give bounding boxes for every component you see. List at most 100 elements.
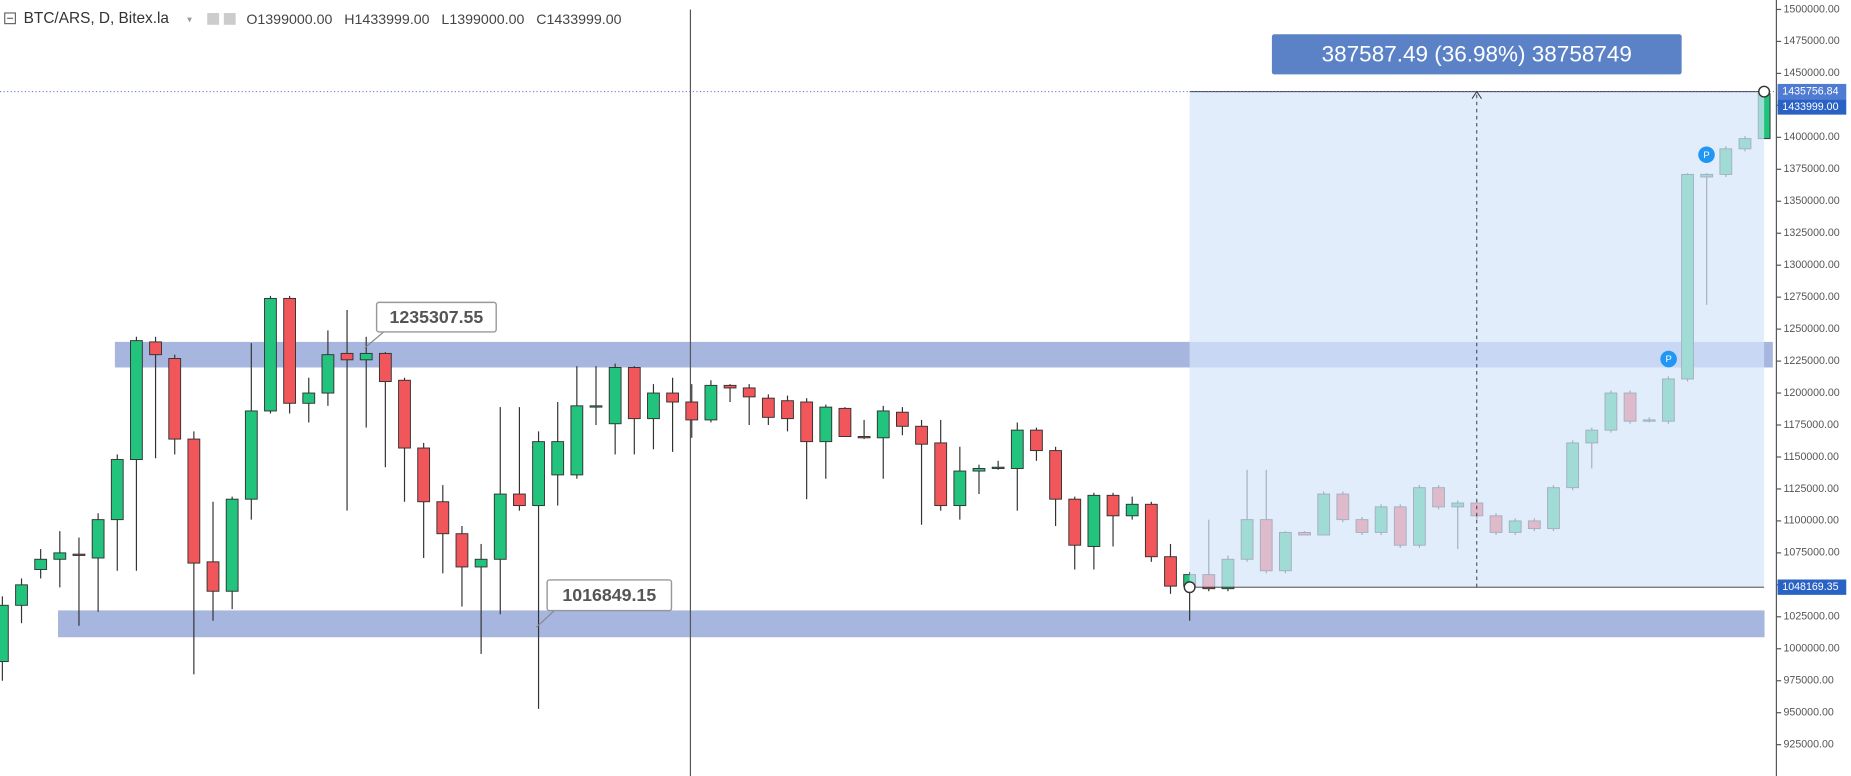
y-tick-label: 1500000.00	[1783, 3, 1839, 15]
candle-body	[723, 384, 737, 389]
y-tick-label: 950000.00	[1783, 707, 1833, 719]
callout-box	[375, 301, 497, 333]
y-tick-label: 1150000.00	[1783, 451, 1839, 463]
candle-body	[130, 340, 143, 461]
candle-body	[283, 297, 297, 404]
candle-body	[91, 519, 105, 559]
candle-body	[1087, 494, 1101, 547]
y-tick-label: 1450000.00	[1783, 67, 1839, 79]
candle-body	[0, 604, 9, 663]
dropdown-icon[interactable]: ▾	[187, 15, 192, 26]
y-tick-label: 1325000.00	[1783, 227, 1839, 239]
candle-body	[168, 358, 182, 440]
candle-body	[1068, 498, 1082, 546]
candle-body	[1010, 429, 1024, 469]
measure-label-box	[1271, 34, 1682, 75]
candle-body	[474, 558, 488, 568]
callout-box	[546, 579, 673, 612]
candle-body	[1164, 556, 1177, 587]
candle-body	[378, 352, 392, 383]
candle-body	[513, 493, 526, 507]
settings-icon[interactable]	[223, 12, 236, 25]
measure-handle	[1758, 85, 1771, 98]
measure-arrow	[1471, 90, 1482, 99]
candle-body	[915, 425, 928, 445]
callout-pointer	[536, 610, 555, 628]
chart-title: BTC/ARS, D, Bitex.la	[24, 10, 170, 27]
candle-body	[206, 561, 220, 592]
y-tick-label: 1275000.00	[1783, 291, 1839, 303]
candle-body	[455, 533, 469, 568]
candle-body	[225, 498, 239, 592]
candle-body	[72, 553, 86, 556]
candle-body	[991, 466, 1005, 469]
price-label-box	[1777, 83, 1847, 100]
candle-body	[685, 401, 699, 421]
y-tick-label: 1350000.00	[1783, 195, 1839, 207]
candle-body	[110, 459, 124, 521]
candle-body	[1030, 429, 1043, 452]
candle-body	[551, 441, 565, 476]
y-tick-label: 1475000.00	[1783, 35, 1839, 47]
y-tick-label: 925000.00	[1783, 738, 1833, 750]
y-tick-label: 1025000.00	[1783, 611, 1839, 623]
candle-body	[398, 379, 411, 449]
candle-body	[1106, 494, 1120, 517]
y-tick-label: 1375000.00	[1783, 163, 1839, 175]
collapse-icon[interactable]	[4, 12, 16, 25]
callout-pointer	[364, 331, 385, 349]
candle-body	[838, 407, 852, 437]
measure-label: 387587.49 (36.98%) 38758749	[1322, 41, 1632, 66]
candle-body	[34, 558, 48, 570]
candle-body	[340, 352, 354, 361]
candle-body	[589, 405, 603, 408]
marker	[1660, 350, 1677, 368]
y-tick-label: 1100000.00	[1783, 515, 1839, 527]
candle-body	[896, 411, 909, 427]
y-tick-label: 1300000.00	[1783, 259, 1839, 271]
marker	[1698, 146, 1715, 163]
candle-body	[627, 367, 641, 420]
candle-body	[436, 501, 450, 535]
callout-label: 1016849.15	[562, 585, 656, 605]
candle-body	[417, 447, 431, 503]
candle-body	[264, 297, 277, 412]
y-tick-label: 1000000.00	[1783, 643, 1839, 655]
candle-body	[742, 387, 756, 398]
y-tick-label: 1200000.00	[1783, 387, 1839, 399]
candle-body	[493, 493, 507, 560]
price-label-box	[1777, 579, 1847, 595]
y-tick-label: 1250000.00	[1783, 323, 1839, 335]
candle-body	[934, 442, 948, 507]
candle-body	[876, 410, 890, 439]
price-label: 1433999.00	[1782, 101, 1838, 113]
marker-label: P	[1703, 150, 1709, 161]
candle-body	[321, 354, 335, 394]
zone	[58, 610, 1765, 638]
candle-body	[244, 410, 258, 500]
candle-body	[857, 436, 871, 439]
candle-body	[819, 406, 833, 443]
candle-body	[972, 468, 986, 472]
ohlc-value: C1433999.00	[536, 12, 621, 28]
candle-body	[800, 401, 814, 443]
candle-body	[149, 341, 162, 356]
candle-body	[187, 438, 201, 564]
candle-body	[647, 392, 660, 420]
y-tick-label: 1225000.00	[1783, 355, 1839, 367]
y-tick-label: 1175000.00	[1783, 419, 1839, 431]
candle-body	[15, 584, 28, 606]
candle-body	[666, 392, 679, 403]
candle-body	[1144, 503, 1158, 558]
candle-body	[359, 352, 373, 361]
ohlc-value: O1399000.00	[246, 12, 332, 28]
callout-label: 1235307.55	[389, 307, 483, 327]
y-tick-label: 975000.00	[1783, 675, 1833, 687]
candle-body	[761, 397, 775, 418]
candle-body	[1049, 450, 1062, 500]
y-tick-label: 1400000.00	[1783, 131, 1839, 143]
candle-body	[570, 405, 584, 476]
ohlc-value: L1399000.00	[441, 12, 524, 28]
candle-body	[1125, 503, 1139, 517]
settings-icon[interactable]	[207, 12, 220, 25]
